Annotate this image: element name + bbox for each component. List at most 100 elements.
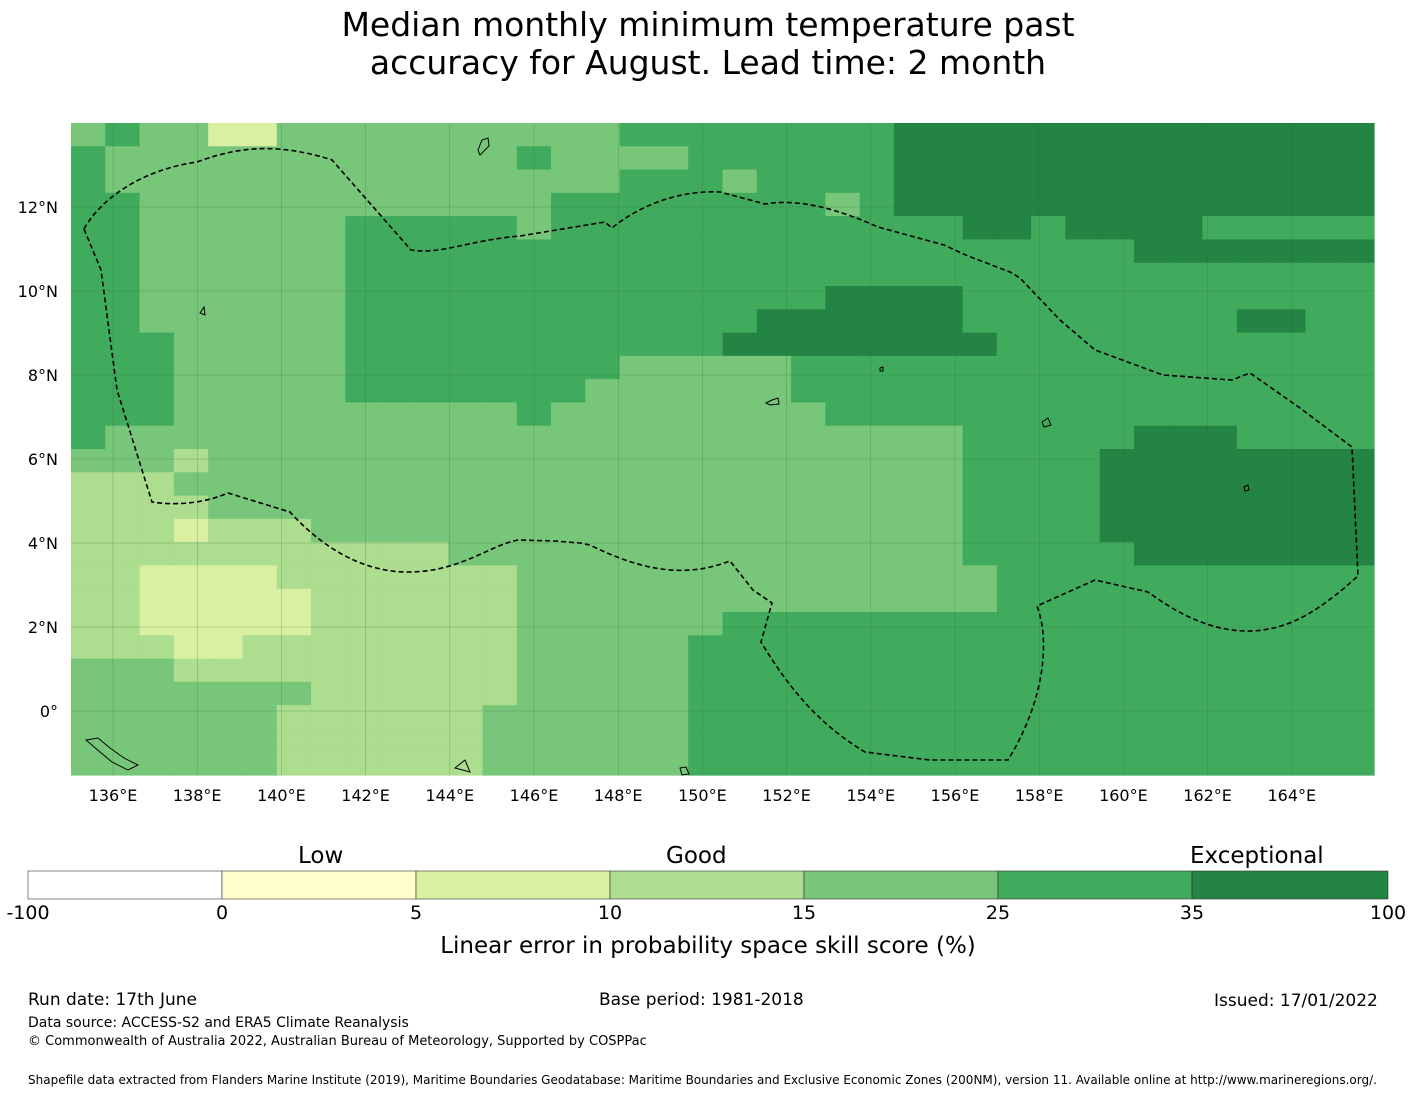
map-cell: [1031, 495, 1066, 520]
map-cell: [311, 425, 346, 450]
map-cell: [962, 123, 998, 147]
map-cell: [722, 635, 758, 660]
map-cell: [105, 612, 141, 636]
map-cell: [791, 542, 826, 567]
map-cell: [105, 262, 141, 287]
map-cell: [962, 355, 998, 380]
map-cell: [516, 239, 552, 264]
map-cell: [1168, 332, 1204, 357]
map-cell: [208, 216, 244, 241]
map-cell: [139, 402, 175, 427]
map-cell: [551, 588, 586, 613]
map-cell: [1271, 402, 1307, 427]
map-cell: [551, 612, 586, 636]
map-cell: [653, 192, 689, 217]
map-cell: [516, 286, 552, 310]
map-cell: [345, 123, 381, 147]
map-cell: [482, 355, 518, 380]
map-cell: [413, 449, 449, 473]
map-cell: [585, 542, 621, 567]
map-cell: [482, 705, 518, 730]
map-cell: [619, 588, 655, 613]
map-cell: [105, 495, 141, 520]
map-cell: [893, 239, 929, 264]
map-cell: [893, 588, 929, 613]
map-cell: [1202, 472, 1238, 497]
map-cell: [1305, 705, 1341, 730]
map-cell: [1031, 472, 1066, 497]
map-cell: [311, 123, 346, 147]
map-cell: [1168, 216, 1204, 241]
map-cell: [619, 332, 655, 357]
lat-tick: 0°: [40, 702, 58, 721]
map-cell: [1099, 472, 1135, 497]
map-cell: [722, 705, 758, 730]
map-cell: [928, 309, 964, 334]
map-cell: [448, 705, 484, 730]
map-cell: [1271, 495, 1307, 520]
map-cell: [825, 123, 861, 147]
map-cell: [413, 286, 449, 310]
map-cell: [482, 332, 518, 357]
map-cell: [482, 565, 518, 590]
map-cell: [345, 705, 381, 730]
map-cell: [859, 262, 895, 287]
map-cell: [516, 588, 552, 613]
map-cell: [791, 518, 826, 543]
map-cell: [311, 588, 346, 613]
map-cell: [996, 286, 1032, 310]
map-cell: [276, 635, 312, 660]
map-cell: [619, 169, 655, 194]
map-cell: [893, 169, 929, 194]
map-cell: [791, 751, 826, 776]
lon-tick: 140°E: [257, 786, 306, 805]
map-cell: [311, 216, 346, 241]
map-cell: [71, 169, 106, 194]
map-cell: [1065, 705, 1101, 730]
map-cell: [585, 402, 621, 427]
map-cell: [71, 565, 106, 590]
map-cell: [105, 286, 141, 310]
map-cell: [619, 146, 655, 171]
colorbar-title: Linear error in probability space skill …: [440, 933, 976, 959]
map-cell: [585, 425, 621, 450]
map-cell: [311, 146, 346, 171]
map-cell: [1168, 751, 1204, 776]
map-cell: [276, 425, 312, 450]
map-cell: [276, 332, 312, 357]
map-cell: [1236, 355, 1272, 380]
map-cell: [139, 239, 175, 264]
map-cell: [756, 751, 792, 776]
map-cell: [551, 286, 586, 310]
map-cell: [208, 518, 244, 543]
map-cell: [379, 332, 415, 357]
map-cell: [1271, 425, 1307, 450]
map-cell: [962, 146, 998, 171]
map-cell: [996, 425, 1032, 450]
map-cell: [1339, 379, 1375, 404]
map-cell: [71, 379, 106, 404]
map-cell: [825, 728, 861, 753]
map-cell: [996, 402, 1032, 427]
map-cell: [791, 286, 826, 310]
map-cell: [996, 449, 1032, 473]
map-cell: [71, 518, 106, 543]
islands: [84, 137, 1250, 776]
map-cell: [756, 146, 792, 171]
map-cell: [139, 332, 175, 357]
map-cell: [379, 355, 415, 380]
map-cell: [1099, 495, 1135, 520]
map-cell: [71, 542, 106, 567]
map-cell: [1305, 262, 1341, 287]
map-cell: [1099, 518, 1135, 543]
map-cell: [1168, 495, 1204, 520]
map-cell: [105, 542, 141, 567]
map-cell: [105, 518, 141, 543]
map-cell: [516, 472, 552, 497]
map-cell: [1271, 239, 1307, 264]
map-cell: [1133, 449, 1169, 473]
map-cell: [413, 402, 449, 427]
map-cell: [516, 332, 552, 357]
map-cell: [379, 379, 415, 404]
map-cell: [105, 239, 141, 264]
